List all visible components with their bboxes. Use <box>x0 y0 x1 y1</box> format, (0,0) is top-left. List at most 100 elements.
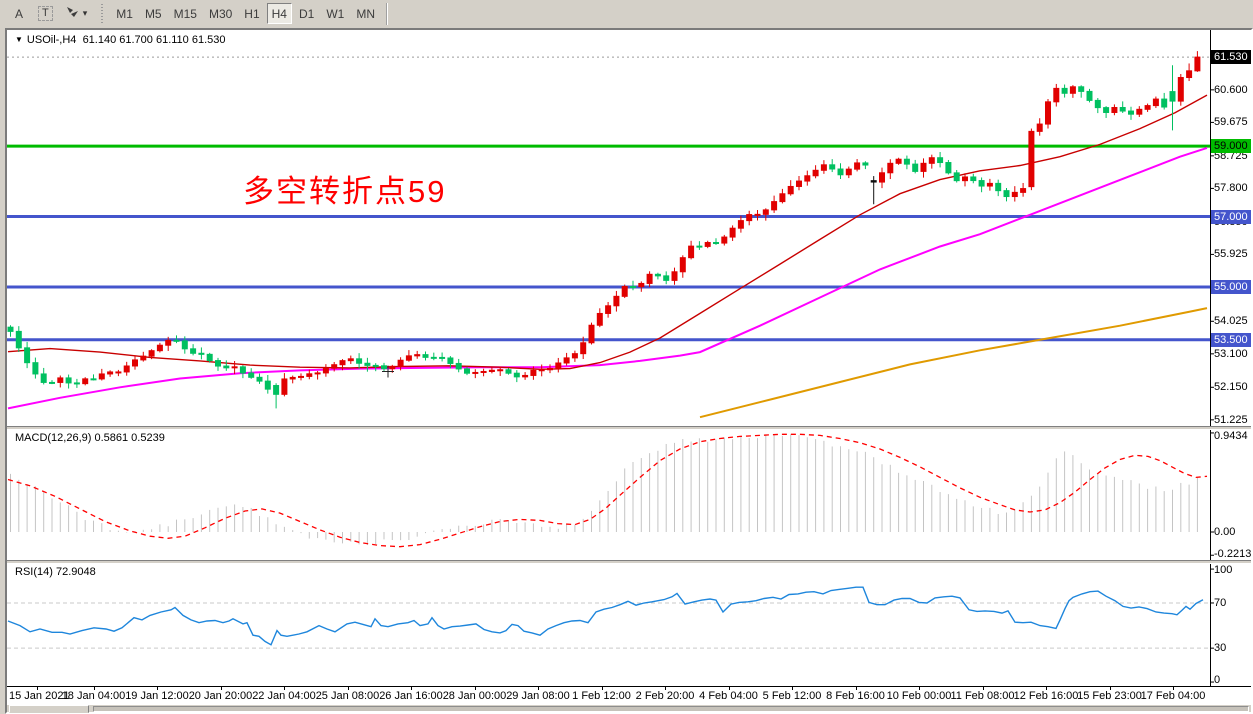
price-tick-label: 60.600 <box>1214 83 1248 96</box>
time-tick <box>37 687 38 690</box>
time-tick-label: 5 Feb 12:00 <box>762 690 822 702</box>
chevron-down-icon: ▾ <box>82 8 88 18</box>
time-tick <box>284 687 285 690</box>
toolbar-grip-icon[interactable] <box>99 3 107 24</box>
time-tick <box>855 687 857 690</box>
time-tick <box>1109 687 1111 690</box>
time-tick-label: 26 Jan 16:00 <box>379 690 443 702</box>
chart-ohlc-values: 61.140 61.700 61.110 61.530 <box>82 34 226 46</box>
time-tick <box>919 687 920 690</box>
price-badge: 55.000 <box>1211 279 1251 294</box>
rsi-pane[interactable]: RSI(14) 72.9048 100 70 30 0 <box>7 564 1251 686</box>
time-tick-label: 17 Feb 04:00 <box>1140 690 1206 702</box>
time-tick <box>347 687 349 690</box>
text-label-tool-button[interactable]: T <box>33 3 58 24</box>
annotation-text[interactable]: 多空转折点59 <box>243 174 447 209</box>
time-tick <box>665 687 666 690</box>
time-tick-label: 19 Jan 12:00 <box>125 690 189 702</box>
time-tick <box>538 687 539 690</box>
time-tick <box>157 687 158 690</box>
time-tick-label: 25 Jan 08:00 <box>315 690 380 702</box>
ma-mid-line <box>7 146 1208 410</box>
time-tick-label: 18 Jan 04:00 <box>61 690 126 702</box>
time-tick-label: 2 Feb 20:00 <box>635 690 695 702</box>
pane-separator[interactable] <box>7 560 1251 564</box>
timeframe-button-m15[interactable]: M15 <box>169 3 202 24</box>
time-tick <box>220 687 222 690</box>
rsi-canvas[interactable] <box>7 564 1251 686</box>
rsi-tick-label: 0 <box>1214 674 1221 686</box>
crosshair-icon <box>382 365 394 378</box>
time-tick-label: 12 Feb 16:00 <box>1013 690 1079 702</box>
price-badge: 59.000 <box>1211 139 1251 154</box>
time-tick-label: 29 Jan 08:00 <box>506 690 570 702</box>
arrows-icon <box>65 5 80 22</box>
price-tick-label: 55.925 <box>1214 248 1248 261</box>
time-tick-label: 15 Feb 23:00 <box>1077 690 1142 702</box>
ma-slow-line <box>699 307 1208 419</box>
text-label-icon: T <box>38 6 53 21</box>
rsi-tick-label: 30 <box>1214 642 1227 655</box>
price-pane[interactable]: ▼ USOil-,H4 61.140 61.700 61.110 61.530 多… <box>7 30 1251 426</box>
rsi-tick-label: 100 <box>1214 564 1233 576</box>
time-tick <box>601 687 603 690</box>
time-tick-label: 8 Feb 16:00 <box>826 690 885 702</box>
price-chart-canvas[interactable] <box>7 30 1251 426</box>
price-badge: 61.530 <box>1211 50 1251 65</box>
collapse-triangle-icon[interactable]: ▼ <box>15 35 23 44</box>
time-tick-label: 11 Feb 08:00 <box>950 690 1015 702</box>
timeframe-button-m30[interactable]: M30 <box>204 3 237 24</box>
price-tick-label: 53.100 <box>1214 347 1248 360</box>
price-tick-label: 51.225 <box>1214 413 1248 426</box>
candles <box>7 51 1201 409</box>
macd-histogram <box>10 434 1198 546</box>
timeframe-button-m1[interactable]: M1 <box>111 3 138 24</box>
time-tick-label: 15 Jan 2021 <box>9 690 70 702</box>
price-tick-label: 52.150 <box>1214 381 1248 394</box>
time-tick-label: 4 Feb 04:00 <box>699 690 758 702</box>
time-axis[interactable]: 15 Jan 2021 18 Jan 04:00 19 Jan 12:00 20 Ja… <box>7 686 1251 705</box>
time-tick <box>1173 687 1174 690</box>
time-tick-label: 1 Feb 12:00 <box>572 690 631 702</box>
time-tick <box>728 687 730 690</box>
rsi-tick-label: 70 <box>1214 596 1227 609</box>
timeframe-button-mn[interactable]: MN <box>351 3 380 24</box>
chart-title: ▼ USOil-,H4 61.140 61.700 61.110 61.530 <box>15 34 226 46</box>
timeframe-button-h4[interactable]: H4 <box>266 3 292 24</box>
price-tick-label: 57.800 <box>1214 182 1248 195</box>
macd-pane[interactable]: MACD(12,26,9) 0.5861 0.5239 0.9434 0.00 -0… <box>7 430 1251 560</box>
macd-canvas[interactable] <box>7 430 1251 560</box>
timeframe-button-w1[interactable]: W1 <box>321 3 349 24</box>
font-tool-button[interactable]: A <box>7 3 31 24</box>
rsi-header: RSI(14) 72.9048 <box>15 566 96 578</box>
price-badge: 57.000 <box>1211 209 1251 224</box>
price-badge: 53.500 <box>1211 332 1251 347</box>
timeframe-button-d1[interactable]: D1 <box>294 3 319 24</box>
time-tick <box>474 687 476 690</box>
price-tick-label: 54.025 <box>1214 315 1248 328</box>
time-tick-label: 22 Jan 04:00 <box>252 690 316 702</box>
time-tick <box>1046 687 1047 690</box>
chart-tab[interactable] <box>9 705 89 713</box>
time-tick <box>792 687 793 690</box>
macd-header: MACD(12,26,9) 0.5861 0.5239 <box>15 432 165 444</box>
pane-separator[interactable] <box>7 426 1251 430</box>
timeframe-button-m5[interactable]: M5 <box>140 3 167 24</box>
time-tick <box>93 687 95 690</box>
time-tick-label: 20 Jan 20:00 <box>188 690 253 702</box>
time-tick <box>982 687 984 690</box>
time-tick-label: 28 Jan 00:00 <box>442 690 507 702</box>
chart-tab-groove <box>93 706 1249 712</box>
rsi-line <box>7 586 1204 646</box>
macd-signal-line <box>7 433 1208 548</box>
price-tick-label: 59.675 <box>1214 116 1248 129</box>
timeframe-button-h1[interactable]: H1 <box>239 3 264 24</box>
macd-tick-label: 0.9434 <box>1214 430 1248 442</box>
bottom-strip <box>7 705 1251 713</box>
arrow-objects-button[interactable]: ▾ <box>60 3 93 24</box>
ma-fast-line <box>7 94 1208 371</box>
toolbar-separator <box>386 2 387 25</box>
chart-window: ▼ USOil-,H4 61.140 61.700 61.110 61.530 多… <box>5 28 1253 714</box>
macd-tick-label: -0.2213 <box>1214 548 1251 560</box>
time-tick <box>411 687 412 690</box>
